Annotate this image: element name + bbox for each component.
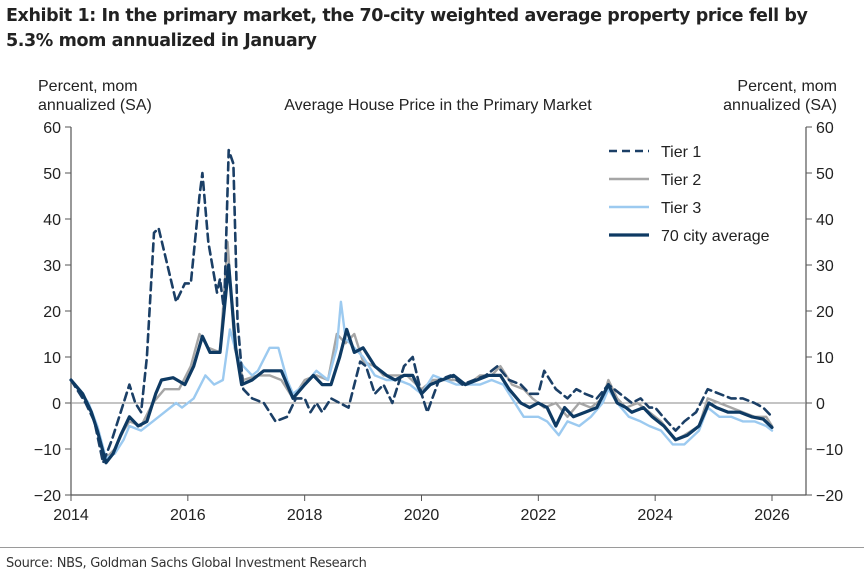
x-tick-label: 2024 [637, 507, 673, 524]
left-y-tick-label: 50 [43, 166, 61, 183]
footer-divider [0, 547, 864, 548]
legend-label: Tier 3 [661, 200, 701, 217]
right-axis-label-line1: Percent, mom [737, 78, 837, 95]
chart-title: Average House Price in the Primary Marke… [284, 97, 592, 114]
right-y-tick-label: −10 [816, 442, 843, 459]
legend-label: 70 city average [661, 228, 770, 245]
x-tick-label: 2016 [170, 507, 206, 524]
x-tick-label: 2020 [404, 507, 440, 524]
series-line-70-city-average [69, 263, 774, 465]
x-tick-label: 2018 [287, 507, 323, 524]
left-y-tick-label: 10 [43, 350, 61, 367]
left-y-tick-label: 30 [43, 258, 61, 275]
chart: Percent, mom annualized (SA) Percent, mo… [34, 78, 843, 524]
left-y-tick-label: 40 [43, 212, 61, 229]
right-y-tick-label: 20 [816, 304, 834, 321]
exhibit-title: Exhibit 1: In the primary market, the 70… [6, 6, 808, 51]
right-y-tick-label: 30 [816, 258, 834, 275]
left-y-tick-label: 60 [43, 120, 61, 137]
left-y-tick-label: −20 [34, 488, 61, 505]
right-y-tick-label: 50 [816, 166, 834, 183]
x-tick-label: 2014 [53, 507, 89, 524]
series-line-tier-1 [69, 148, 774, 465]
left-y-tick-label: 0 [52, 396, 61, 413]
right-y-tick-label: 10 [816, 350, 834, 367]
right-y-tick-label: 0 [816, 396, 825, 413]
right-y-tick-label: 60 [816, 120, 834, 137]
x-tick-label: 2026 [754, 507, 790, 524]
left-axis-label-line1: Percent, mom [38, 78, 138, 95]
right-y-tick-label: 40 [816, 212, 834, 229]
right-axis-label-line2: annualized (SA) [723, 97, 837, 114]
source-note: Source: NBS, Goldman Sachs Global Invest… [6, 556, 367, 571]
series-line-tier-2 [69, 240, 774, 460]
right-y-tick-label: −20 [816, 488, 843, 505]
left-y-tick-label: −10 [34, 442, 61, 459]
legend-label: Tier 2 [661, 172, 701, 189]
x-tick-label: 2022 [521, 507, 557, 524]
left-y-tick-label: 20 [43, 304, 61, 321]
legend-label: Tier 1 [661, 144, 701, 161]
left-axis-label-line2: annualized (SA) [38, 97, 152, 114]
